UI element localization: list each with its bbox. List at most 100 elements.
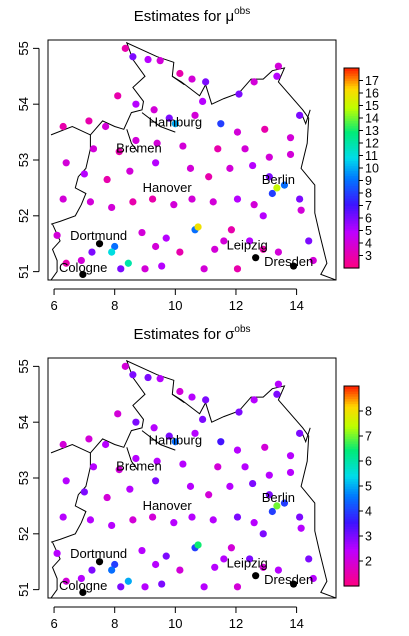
y-tick-label: 55: [16, 359, 31, 373]
colorbar-segment: [344, 220, 359, 224]
station-point: [144, 373, 152, 382]
station-point: [103, 493, 111, 502]
station-point: [274, 566, 282, 574]
station-point: [153, 457, 161, 465]
colorbar-segment: [344, 190, 359, 194]
station-point: [233, 128, 242, 136]
colorbar-segment: [344, 533, 359, 537]
colorbar-tick-label: 12: [365, 137, 379, 151]
colorbar-segment: [344, 508, 359, 512]
plot-frame: [47, 39, 337, 281]
city-label: Cologne: [59, 578, 107, 593]
colorbar-segment: [344, 498, 359, 502]
station-point: [62, 477, 70, 485]
colorbar-segment: [344, 223, 359, 227]
station-point: [162, 234, 170, 242]
colorbar-segment: [344, 558, 359, 562]
colorbar-segment: [344, 100, 359, 104]
station-point: [188, 75, 196, 83]
station-point: [217, 120, 225, 128]
colorbar-segment: [344, 210, 359, 214]
station-point: [297, 206, 305, 214]
colorbar-segment: [344, 511, 359, 515]
colorbar-segment: [344, 93, 359, 97]
station-point: [214, 145, 222, 153]
colorbar-segment: [344, 408, 359, 412]
x-tick-label: 8: [111, 616, 118, 631]
mu-panel: Estimates for μobs Hamburg Bremen Berlin Han…: [16, 6, 379, 313]
colorbar-segment: [344, 506, 359, 510]
station-point: [188, 393, 196, 401]
colorbar-segment: [344, 128, 359, 132]
station-point: [286, 134, 295, 142]
colorbar-segment: [344, 68, 359, 72]
colorbar-segment: [344, 170, 359, 174]
station-point: [59, 513, 67, 521]
estuary-line: [141, 430, 176, 451]
station-point: [59, 440, 67, 449]
colorbar-segment: [344, 95, 359, 99]
colorbar-segment: [344, 528, 359, 532]
colorbar-segment: [344, 160, 359, 164]
colorbar-segment: [344, 556, 359, 560]
station-point: [252, 572, 260, 580]
station-point: [265, 173, 273, 181]
colorbar-segment: [344, 83, 359, 87]
y-tick-label: 52: [16, 209, 31, 223]
colorbar-segment: [344, 235, 359, 239]
station-point: [289, 580, 298, 588]
station-point: [126, 485, 134, 493]
western-border: [50, 452, 91, 543]
station-point: [176, 69, 184, 78]
station-point: [171, 120, 179, 128]
city-label: Bremen: [116, 141, 162, 156]
coastline-border: [50, 41, 336, 280]
colorbar-segment: [344, 178, 359, 182]
colorbar-segment: [344, 143, 359, 147]
colorbar-tick-label: 3: [365, 249, 372, 263]
station-point: [200, 583, 208, 591]
station-point: [280, 181, 289, 189]
station-point: [150, 106, 158, 114]
estuary-line: [172, 75, 185, 86]
station-point: [88, 248, 96, 256]
y-tick-label: 54: [16, 415, 31, 429]
y-tick-label: 54: [16, 97, 31, 111]
colorbar-segment: [344, 471, 359, 475]
x-tick-label: 6: [50, 616, 57, 631]
station-point: [129, 53, 137, 61]
colorbar-segment: [344, 431, 359, 435]
colorbar-tick-label: 8: [365, 187, 372, 201]
western-border: [50, 134, 91, 225]
station-point: [114, 410, 122, 418]
colorbar-segment: [344, 145, 359, 149]
station-point: [309, 256, 317, 265]
colorbar-segment: [344, 80, 359, 84]
colorbar-segment: [344, 78, 359, 82]
colorbar-tick-label: 7: [365, 430, 372, 444]
colorbar-segment: [344, 253, 359, 257]
city-label: Hanover: [143, 180, 193, 195]
station-point: [132, 454, 140, 463]
station-point: [249, 161, 257, 170]
station-point: [165, 114, 173, 122]
city-label: Dresden: [264, 572, 313, 587]
station-point: [286, 452, 295, 460]
y-tick-label: 51: [16, 582, 31, 596]
station-point: [226, 164, 234, 172]
station-point: [209, 516, 217, 524]
city-label: Leipzig: [227, 238, 268, 253]
station-point: [115, 466, 123, 474]
coastline-border: [50, 359, 336, 598]
city-label: Dortmund: [70, 546, 127, 561]
station-point: [108, 521, 116, 530]
station-point: [235, 408, 243, 416]
station-point: [165, 432, 173, 440]
station-point: [176, 248, 184, 256]
colorbar-segment: [344, 391, 359, 395]
station-point: [121, 362, 129, 370]
colorbar-segment: [344, 453, 359, 457]
colorbar-segment: [344, 491, 359, 495]
colorbar-segment: [344, 73, 359, 77]
